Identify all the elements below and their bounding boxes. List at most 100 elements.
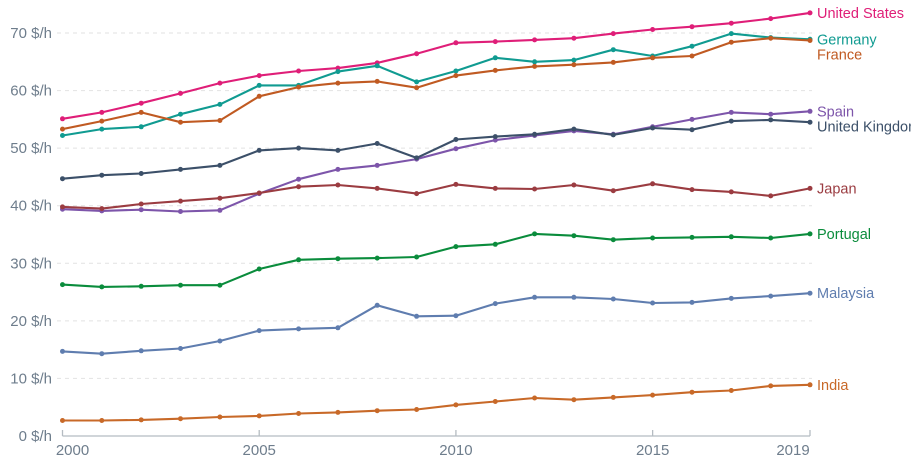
data-point-spain-2006: [296, 176, 302, 182]
series-line-united-states: [61, 11, 812, 120]
data-point-malaysia-2015: [650, 300, 656, 306]
data-point-united-kingdom-2009: [414, 155, 420, 161]
series-line-portugal: [61, 232, 812, 288]
data-point-portugal-2006: [296, 257, 302, 263]
x-tick-label-2000: 2000: [56, 442, 89, 459]
data-point-japan-2009: [414, 191, 420, 197]
data-point-portugal-2012: [532, 231, 538, 237]
data-point-malaysia-2019: [807, 290, 813, 296]
data-point-united-states-2005: [256, 73, 262, 79]
data-point-france-2012: [532, 63, 538, 69]
data-point-india-2017: [728, 388, 734, 393]
data-point-spain-2010: [453, 146, 459, 152]
data-point-india-2018: [768, 383, 774, 389]
data-point-united-states-2001: [99, 109, 105, 115]
data-point-malaysia-2002: [138, 348, 144, 354]
data-point-united-states-2002: [138, 100, 144, 106]
data-point-japan-2011: [492, 185, 498, 191]
data-point-japan-2008: [374, 185, 380, 191]
data-point-united-kingdom-2013: [571, 126, 577, 132]
data-point-united-kingdom-2014: [610, 132, 616, 138]
y-tick-label-50: 50 $/h: [10, 140, 52, 157]
y-tick-label-30: 30 $/h: [10, 255, 52, 272]
data-point-france-2017: [728, 39, 734, 45]
data-point-malaysia-2003: [178, 346, 183, 351]
series-label-spain: Spain: [817, 104, 854, 120]
series-label-malaysia: Malaysia: [817, 286, 875, 302]
data-point-india-2011: [492, 399, 498, 404]
data-point-united-kingdom-2011: [492, 134, 498, 140]
data-point-japan-2003: [178, 198, 183, 204]
series-malaysia: Malaysia: [60, 286, 875, 357]
data-point-united-kingdom-2015: [650, 125, 656, 131]
data-point-portugal-2000: [60, 282, 65, 288]
data-point-portugal-2015: [650, 235, 656, 241]
data-point-portugal-2009: [414, 254, 420, 260]
data-point-united-states-2015: [650, 27, 656, 32]
data-point-united-kingdom-2007: [335, 147, 341, 153]
data-point-france-2010: [453, 73, 459, 79]
x-axis: 2000 2005 2010 2015 2019: [56, 430, 811, 459]
data-point-france-2003: [178, 119, 183, 125]
data-point-spain-2003: [178, 209, 183, 214]
data-point-united-kingdom-2000: [60, 176, 65, 182]
data-point-united-states-2014: [610, 31, 616, 37]
x-tick-label-2010: 2010: [439, 442, 472, 459]
x-tick-label-2019: 2019: [776, 442, 809, 459]
data-point-portugal-2003: [178, 282, 183, 288]
data-point-portugal-2014: [610, 237, 616, 243]
data-point-malaysia-2006: [296, 326, 302, 332]
data-point-india-2019: [807, 382, 813, 388]
data-point-germany-2004: [217, 101, 223, 107]
data-point-portugal-2010: [453, 244, 459, 250]
data-point-spain-2002: [138, 207, 144, 213]
data-point-japan-2004: [217, 195, 223, 201]
data-point-malaysia-2000: [60, 348, 65, 354]
data-point-portugal-2002: [138, 283, 144, 289]
data-point-germany-2008: [374, 63, 380, 69]
data-point-malaysia-2016: [689, 299, 695, 305]
data-point-india-2003: [178, 416, 183, 422]
data-point-malaysia-2007: [335, 325, 341, 331]
data-point-france-2016: [689, 53, 695, 59]
data-point-india-2000: [60, 418, 65, 423]
series-label-france: France: [817, 47, 862, 63]
data-point-united-kingdom-2012: [532, 131, 538, 137]
data-point-germany-2017: [728, 31, 734, 37]
data-point-india-2001: [99, 418, 105, 423]
data-point-portugal-2001: [99, 284, 105, 290]
data-point-portugal-2016: [689, 234, 695, 240]
series-line-united-kingdom: [61, 118, 812, 180]
y-tick-label-0: 0 $/h: [19, 428, 52, 445]
data-point-india-2002: [138, 417, 144, 423]
y-tick-label-20: 20 $/h: [10, 313, 52, 330]
data-point-united-kingdom-2005: [256, 147, 262, 153]
data-point-united-kingdom-2017: [728, 118, 734, 124]
data-point-portugal-2005: [256, 266, 262, 272]
y-tick-label-10: 10 $/h: [10, 370, 52, 387]
gridlines: [57, 32, 812, 379]
data-point-united-states-2004: [217, 80, 223, 86]
data-point-india-2009: [414, 407, 420, 412]
data-point-japan-2001: [99, 206, 105, 212]
data-point-japan-2010: [453, 181, 459, 187]
series-united-kingdom: United Kingdom: [60, 117, 911, 182]
series-label-japan: Japan: [817, 181, 857, 197]
data-point-united-states-2011: [492, 39, 498, 45]
data-point-spain-2016: [689, 116, 695, 122]
data-point-japan-2016: [689, 187, 695, 193]
data-point-united-kingdom-2018: [768, 117, 774, 123]
data-point-malaysia-2012: [532, 294, 538, 300]
data-point-malaysia-2008: [374, 302, 380, 308]
data-point-france-2007: [335, 80, 341, 86]
data-point-france-2015: [650, 55, 656, 61]
data-point-germany-2010: [453, 68, 459, 74]
data-point-japan-2015: [650, 181, 656, 187]
data-point-united-states-2012: [532, 37, 538, 43]
data-point-united-kingdom-2010: [453, 137, 459, 142]
data-point-portugal-2017: [728, 234, 734, 240]
series-label-portugal: Portugal: [817, 227, 871, 243]
data-point-malaysia-2005: [256, 328, 262, 334]
data-point-germany-2012: [532, 59, 538, 65]
